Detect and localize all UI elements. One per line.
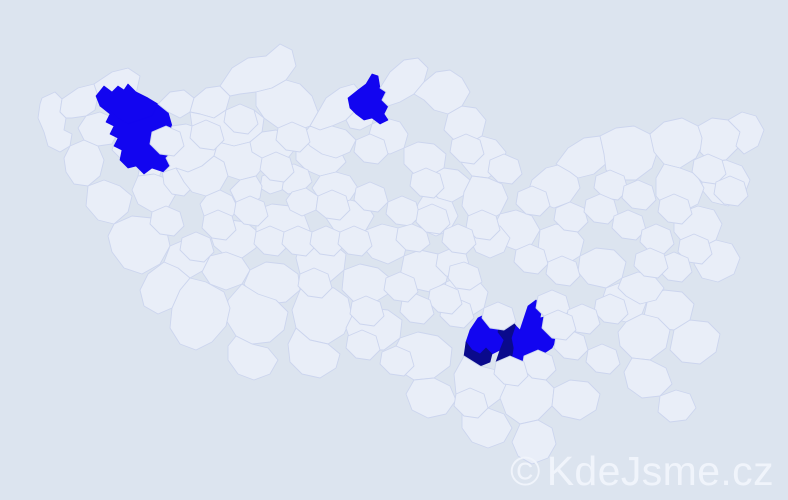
district-filler-4[interactable]	[385, 195, 421, 227]
district-filler-23[interactable]	[223, 103, 259, 135]
district-filler-41[interactable]	[379, 345, 415, 377]
district-filler-8[interactable]	[481, 301, 517, 331]
district-zlin-south[interactable]	[657, 389, 697, 423]
district-filler-14[interactable]	[585, 343, 621, 375]
district-filler-42[interactable]	[345, 329, 381, 361]
district-filler-24[interactable]	[275, 121, 311, 153]
district-filler-11[interactable]	[545, 255, 581, 287]
district-filler-32[interactable]	[621, 179, 657, 211]
district-filler-47[interactable]	[441, 223, 477, 255]
district-filler-30[interactable]	[553, 201, 589, 233]
district-zlin-east[interactable]	[669, 319, 721, 365]
district-filler-60[interactable]	[259, 151, 295, 183]
district-prerov[interactable]	[577, 247, 627, 289]
district-filler-17[interactable]	[253, 225, 289, 257]
district-uherske-hradiste[interactable]	[617, 313, 671, 361]
district-filler-29[interactable]	[515, 185, 551, 217]
district-filler-15[interactable]	[349, 295, 385, 327]
district-filler-21[interactable]	[189, 119, 225, 151]
district-filler-20[interactable]	[337, 225, 373, 257]
district-tachov[interactable]	[63, 139, 105, 187]
district-filler-18[interactable]	[281, 225, 317, 257]
district-hodonin-east[interactable]	[551, 379, 601, 421]
district-filler-49[interactable]	[691, 153, 727, 185]
district-filler-45[interactable]	[383, 271, 419, 303]
district-filler-53[interactable]	[633, 247, 669, 279]
district-uherske-hradiste-s[interactable]	[623, 357, 673, 399]
district-bruntal[interactable]	[599, 125, 659, 181]
district-filler-26[interactable]	[409, 167, 445, 199]
district-karvina[interactable]	[727, 111, 765, 155]
district-filler-37[interactable]	[233, 195, 269, 227]
district-filler-7[interactable]	[447, 261, 483, 291]
district-filler-25[interactable]	[353, 133, 389, 165]
district-klatovy[interactable]	[107, 215, 171, 275]
district-filler-33[interactable]	[583, 193, 619, 225]
district-jindrichuv-hradec-s[interactable]	[287, 327, 341, 379]
district-filler-58[interactable]	[493, 355, 529, 387]
district-filler-51[interactable]	[677, 233, 713, 265]
district-filler-40[interactable]	[179, 231, 215, 263]
district-hodonin-south[interactable]	[511, 419, 557, 465]
district-ostrava[interactable]	[697, 117, 741, 163]
district-znojmo-south[interactable]	[405, 377, 457, 419]
district-decin[interactable]	[219, 43, 297, 97]
district-sokolov[interactable]	[59, 83, 99, 119]
district-layer	[37, 43, 765, 465]
district-filler-28[interactable]	[487, 153, 523, 185]
district-filler-5[interactable]	[395, 223, 431, 253]
district-filler-39[interactable]	[149, 205, 185, 237]
copyright-icon: ©	[510, 448, 541, 494]
district-filler-16[interactable]	[297, 267, 333, 299]
district-filler-3[interactable]	[353, 181, 389, 213]
district-filler-36[interactable]	[657, 193, 693, 225]
district-filler-19[interactable]	[309, 225, 345, 257]
district-filler-56[interactable]	[541, 309, 577, 341]
district-filler-22[interactable]	[149, 125, 185, 157]
district-filler-1[interactable]	[285, 187, 319, 217]
district-prachatice[interactable]	[139, 261, 191, 315]
watermark: © KdeJsme.cz	[510, 451, 774, 492]
district-filler-38[interactable]	[201, 209, 237, 241]
district-filler-27[interactable]	[449, 133, 485, 165]
watermark-text: KdeJsme.cz	[546, 448, 774, 494]
district-filler-35[interactable]	[639, 223, 675, 255]
district-domazlice[interactable]	[85, 179, 133, 225]
district-ceske-budejovice-south[interactable]	[227, 335, 279, 381]
district-filler-59[interactable]	[453, 387, 489, 419]
district-filler-10[interactable]	[513, 243, 549, 275]
district-filler-2[interactable]	[315, 189, 351, 221]
district-filler-50[interactable]	[713, 175, 749, 207]
district-filler-48[interactable]	[415, 203, 451, 235]
district-trutnov[interactable]	[379, 57, 429, 107]
